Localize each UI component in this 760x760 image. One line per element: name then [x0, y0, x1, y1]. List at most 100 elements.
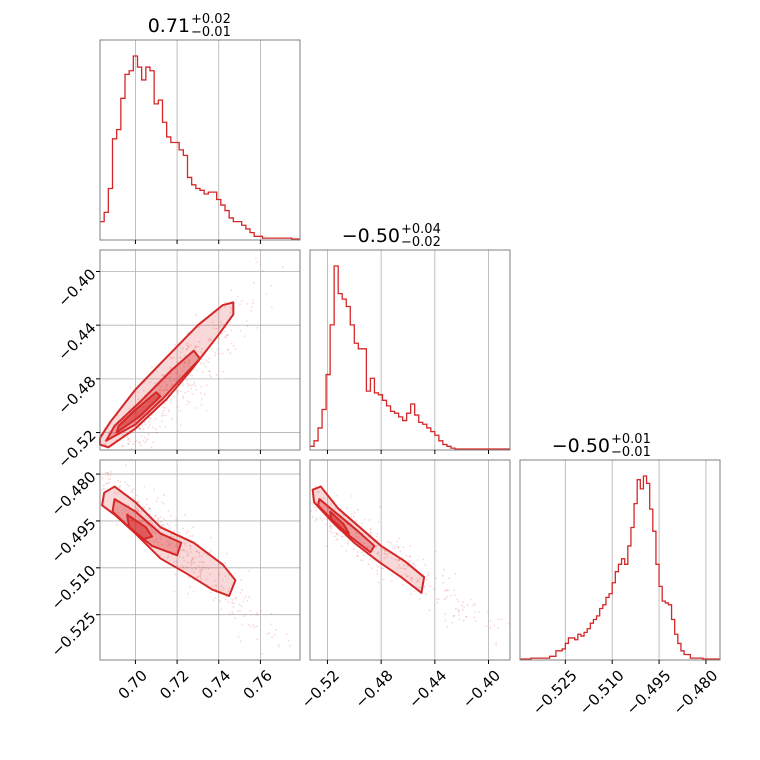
sample-point: [221, 332, 224, 335]
contour-level-3: [126, 513, 154, 541]
sample-point: [375, 545, 378, 548]
sample-point: [172, 394, 175, 397]
sample-point: [391, 557, 393, 559]
sample-point: [187, 362, 190, 365]
x-tick-label: 0.74: [198, 666, 234, 702]
sample-point: [183, 361, 186, 364]
sample-point: [409, 555, 412, 558]
sample-point: [182, 566, 185, 569]
sample-point: [249, 625, 252, 628]
sample-point: [220, 608, 223, 611]
sample-point: [456, 598, 459, 601]
sample-point: [102, 484, 105, 487]
sample-point: [169, 367, 172, 370]
title-value: 0.71: [148, 15, 190, 37]
x-tick-label: 0.70: [115, 666, 151, 702]
sample-point: [443, 568, 445, 571]
sample-point: [444, 619, 447, 622]
sample-point: [369, 532, 372, 535]
sample-point: [224, 330, 226, 333]
sample-point: [200, 348, 203, 351]
sample-point: [442, 581, 445, 584]
sample-point: [165, 383, 168, 386]
sample-point: [366, 546, 369, 549]
sample-point: [169, 357, 172, 360]
sample-point: [497, 626, 500, 629]
sample-point: [143, 389, 145, 392]
sample-point: [227, 590, 230, 593]
sample-point: [384, 549, 386, 552]
sample-point: [162, 414, 165, 417]
sample-point: [191, 393, 194, 395]
sample-point: [122, 508, 125, 510]
sample-point: [155, 538, 158, 541]
sample-point: [448, 589, 450, 592]
sample-point: [182, 384, 185, 387]
sample-point: [143, 421, 146, 424]
sample-point: [200, 350, 202, 353]
sample-point: [183, 362, 186, 365]
y-tick-label: −0.40: [54, 265, 99, 310]
sample-point: [157, 520, 160, 523]
sample-point: [396, 559, 399, 562]
sample-point: [148, 417, 151, 419]
sample-point: [187, 576, 190, 578]
sample-point: [315, 509, 317, 512]
sample-point: [333, 535, 336, 538]
x-tick-label: −0.510: [576, 666, 628, 718]
sample-point: [145, 439, 148, 442]
sample-point: [285, 632, 288, 635]
sample-point: [278, 645, 280, 648]
sample-point: [409, 544, 412, 547]
sample-point: [446, 595, 448, 598]
sample-point: [252, 281, 255, 284]
sample-point: [195, 346, 197, 348]
sample-point: [139, 512, 142, 514]
sample-point: [147, 426, 150, 429]
sample-point: [127, 443, 130, 445]
sample-point: [128, 407, 131, 410]
sample-point: [230, 329, 233, 332]
sample-point: [170, 401, 173, 404]
sample-point: [170, 417, 173, 420]
sample-point: [434, 550, 437, 553]
sample-point: [377, 539, 380, 542]
sample-point: [335, 494, 338, 497]
sample-point: [462, 619, 465, 622]
sample-point: [417, 580, 420, 583]
sample-point: [208, 339, 211, 342]
sample-point: [454, 573, 457, 575]
sample-point: [444, 597, 447, 600]
sample-point: [160, 414, 163, 417]
sample-point: [186, 382, 189, 385]
sample-point: [347, 541, 350, 543]
sample-point: [121, 445, 124, 448]
sample-point: [319, 517, 322, 520]
sample-point: [186, 342, 189, 345]
sample-point: [127, 511, 130, 514]
sample-point: [155, 370, 158, 372]
sample-point: [194, 556, 197, 559]
sample-point: [191, 558, 194, 561]
sample-point: [385, 553, 388, 556]
sample-point: [106, 474, 109, 477]
sample-point: [246, 325, 249, 327]
sample-point: [363, 518, 366, 521]
sample-point: [457, 610, 460, 613]
sample-point: [220, 590, 223, 592]
sample-point: [147, 420, 150, 423]
sample-point: [157, 528, 160, 531]
sample-point: [143, 436, 146, 439]
sample-point: [148, 525, 151, 528]
sample-point: [116, 524, 118, 527]
sample-point: [168, 527, 171, 530]
sample-point: [230, 289, 233, 291]
sample-point: [446, 625, 449, 628]
sample-point: [336, 538, 339, 541]
sample-point: [388, 541, 391, 544]
sample-point: [213, 327, 216, 330]
sample-point: [410, 576, 413, 579]
sample-point: [187, 390, 190, 393]
sample-point: [401, 584, 404, 586]
